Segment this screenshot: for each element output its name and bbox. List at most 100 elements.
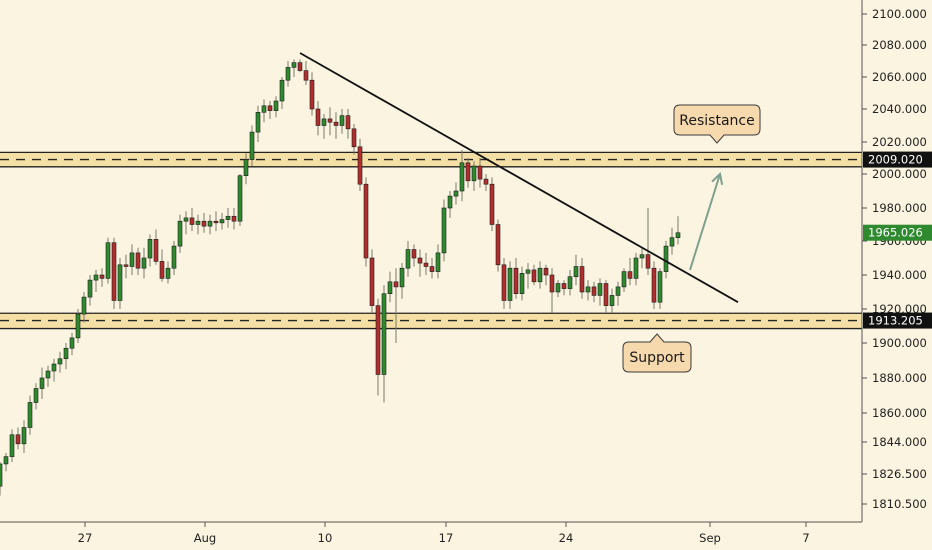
- bearish-candle: [423, 262, 429, 267]
- time-tick-label: 24: [559, 531, 574, 545]
- bearish-candle: [327, 118, 333, 123]
- bullish-candle: [537, 267, 543, 283]
- bearish-candle: [393, 281, 399, 288]
- bullish-candle: [75, 313, 81, 339]
- bullish-candle: [255, 112, 261, 133]
- bearish-candle: [543, 267, 549, 276]
- bearish-candle: [351, 128, 357, 148]
- price-tick-label: 2000.000: [872, 167, 927, 181]
- descending-trendline: [299, 52, 739, 303]
- price-tick-label: 2080.000: [872, 38, 927, 52]
- bearish-candle: [513, 267, 519, 295]
- bullish-candle: [291, 62, 297, 68]
- bearish-candle: [483, 178, 489, 185]
- annotations-layer: Resistance Support: [299, 52, 761, 373]
- bearish-candle: [153, 239, 159, 262]
- resistance-callout-bubble: [673, 104, 761, 144]
- bullish-candle: [225, 215, 231, 220]
- bearish-candle: [465, 162, 471, 182]
- bullish-candle: [39, 377, 45, 389]
- bullish-candle: [69, 337, 75, 349]
- bullish-candle: [525, 269, 531, 274]
- bearish-candle: [309, 79, 315, 110]
- zones-layer: [0, 151, 862, 330]
- time-tick-label: 7: [802, 531, 809, 545]
- bearish-candle: [627, 271, 633, 279]
- bullish-candle: [447, 195, 453, 209]
- bullish-candle: [453, 190, 459, 197]
- bearish-candle: [267, 105, 273, 111]
- bearish-candle: [123, 264, 129, 267]
- bearish-candle: [315, 108, 321, 126]
- bullish-candle: [321, 118, 327, 126]
- price-tick-label: 2100.000: [872, 7, 927, 21]
- bearish-candle: [417, 257, 423, 264]
- bearish-candle: [489, 183, 495, 225]
- bullish-candle: [0, 463, 3, 487]
- bullish-candle: [669, 237, 675, 247]
- bullish-candle: [261, 105, 267, 113]
- bearish-candle: [561, 283, 567, 289]
- bullish-candle: [609, 295, 615, 306]
- resistance-zone: [0, 152, 862, 167]
- bullish-candle: [387, 281, 393, 294]
- bullish-candle: [435, 252, 441, 272]
- time-tick-label: Aug: [194, 531, 216, 545]
- bullish-candle: [621, 271, 627, 288]
- price-tick-label: 1940.000: [872, 268, 927, 282]
- bearish-candle: [501, 264, 507, 301]
- price-tick-label: 1880.000: [872, 371, 927, 385]
- projection-arrow-head: [711, 172, 724, 185]
- bearish-candle: [495, 224, 501, 266]
- bullish-candle: [117, 264, 123, 301]
- bullish-candle: [615, 286, 621, 296]
- bearish-candle: [297, 62, 303, 71]
- bearish-candle: [345, 115, 351, 130]
- bullish-candle: [147, 239, 153, 259]
- bullish-candle: [207, 220, 213, 227]
- price-tick-label: 1860.000: [872, 406, 927, 420]
- resistance-price-tag-bg: [863, 151, 932, 168]
- bearish-candle: [531, 269, 537, 283]
- bearish-candle: [363, 183, 369, 259]
- bullish-candle: [141, 257, 147, 269]
- bearish-candle: [231, 215, 237, 222]
- support-callout: Support: [622, 333, 692, 373]
- bearish-candle: [213, 220, 219, 224]
- bullish-candle: [165, 267, 171, 279]
- time-tick-label: 17: [439, 531, 454, 545]
- bearish-candle: [99, 274, 105, 279]
- bullish-candle: [57, 358, 63, 365]
- bullish-candle: [243, 159, 249, 177]
- bullish-candle: [27, 402, 33, 428]
- bullish-candle: [171, 245, 177, 269]
- bearish-candle: [375, 305, 381, 375]
- price-tick-label: 1844.000: [872, 435, 927, 449]
- bearish-candle: [579, 266, 585, 293]
- price-tick-label: 1920.000: [872, 302, 927, 316]
- bullish-candle: [381, 293, 387, 375]
- bearish-candle: [303, 70, 309, 81]
- bullish-candle: [51, 363, 57, 372]
- resistance-callout-label: Resistance: [679, 113, 754, 129]
- time-tick-label: Sep: [699, 531, 721, 545]
- bearish-candle: [429, 266, 435, 272]
- bullish-candle: [573, 266, 579, 277]
- bullish-candle: [339, 115, 345, 126]
- bearish-candle: [549, 274, 555, 293]
- price-tick-label: 1980.000: [872, 201, 927, 215]
- support-callout-bubble: [622, 333, 692, 373]
- bullish-candle: [639, 254, 645, 259]
- bullish-candle: [195, 220, 201, 225]
- bearish-candle: [159, 261, 165, 279]
- bullish-candle: [519, 272, 525, 294]
- bullish-candle: [399, 267, 405, 288]
- bullish-candle: [219, 219, 225, 224]
- bearish-candle: [603, 283, 609, 306]
- resistance-price-tag-label: 2009.020: [868, 153, 923, 167]
- bullish-candle: [45, 370, 51, 379]
- bullish-candle: [129, 252, 135, 267]
- bullish-candle: [183, 217, 189, 222]
- bullish-candle: [105, 242, 111, 279]
